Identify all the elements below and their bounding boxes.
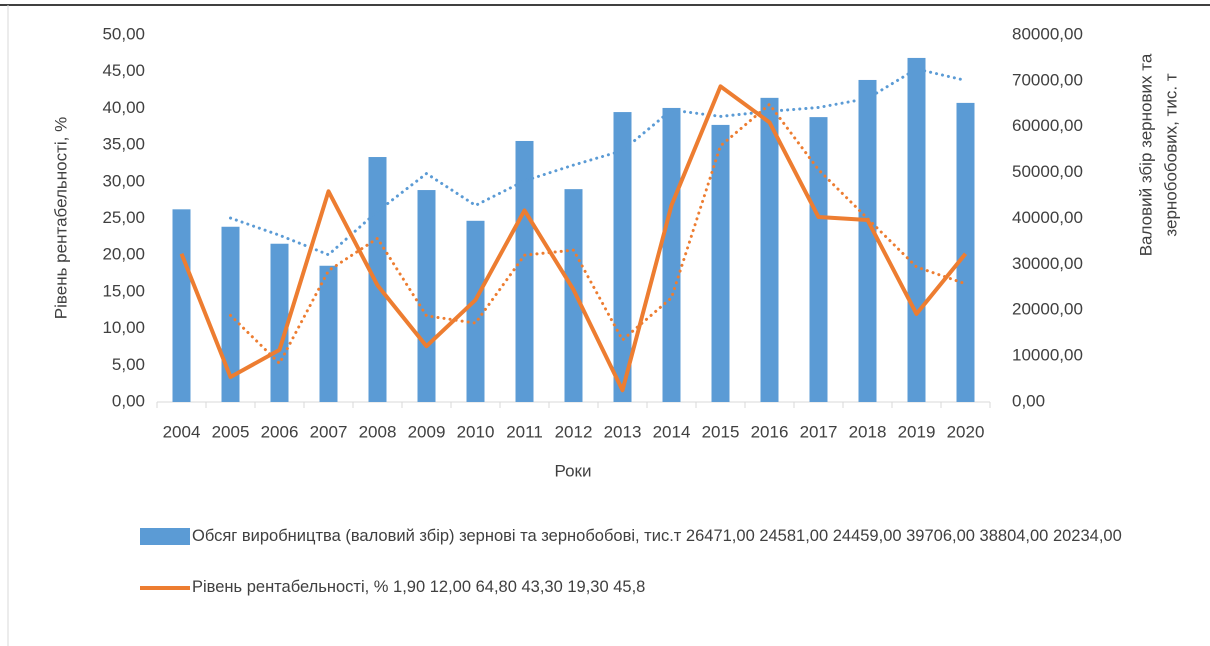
y2-tick-label: 40000,00	[1012, 208, 1083, 227]
y2-tick-label: 0,00	[1012, 391, 1045, 410]
bar	[417, 190, 436, 402]
bar	[858, 79, 877, 403]
x-tick-label: 2017	[800, 422, 838, 441]
y-tick-label: 35,00	[102, 135, 145, 154]
bar	[760, 97, 779, 402]
x-tick-label: 2013	[604, 422, 642, 441]
y-tick-label: 10,00	[102, 318, 145, 337]
x-tick-label: 2020	[947, 422, 985, 441]
x-tick-label: 2006	[261, 422, 299, 441]
trend-line	[229, 67, 967, 257]
x-tick-label: 2016	[751, 422, 789, 441]
bar	[368, 157, 387, 402]
y-tick-label: 25,00	[102, 208, 145, 227]
bar	[515, 140, 534, 402]
x-tick-label: 2004	[163, 422, 201, 441]
y-tick-label: 5,00	[112, 355, 145, 374]
x-tick-label: 2015	[702, 422, 740, 441]
x-tick-label: 2010	[457, 422, 495, 441]
x-tick-label: 2007	[310, 422, 348, 441]
bar	[613, 112, 632, 402]
bar	[564, 189, 583, 402]
x-axis-title: Роки	[555, 461, 592, 480]
bar	[270, 243, 289, 402]
y-tick-label: 20,00	[102, 245, 145, 264]
y2-tick-label: 30000,00	[1012, 254, 1083, 273]
y2-tick-label: 60000,00	[1012, 116, 1083, 135]
y2-tick-label: 80000,00	[1012, 24, 1083, 43]
bar	[956, 102, 975, 403]
bar	[809, 117, 828, 403]
x-tick-label: 2011	[506, 422, 543, 441]
y2-tick-label: 70000,00	[1012, 70, 1083, 89]
y-tick-label: 15,00	[102, 281, 145, 300]
line	[179, 84, 968, 393]
trend-line	[229, 102, 967, 366]
bar	[907, 57, 926, 402]
x-tick-label: 2012	[555, 422, 593, 441]
bar	[711, 124, 730, 402]
y-tick-label: 30,00	[102, 171, 145, 190]
x-tick-label: 2014	[653, 422, 691, 441]
legend-label: Обсяг виробництва (валовий збір) зернові…	[192, 527, 1122, 545]
legend-label: Рівень рентабельності, % 1,90 12,00 64,8…	[192, 578, 646, 596]
x-tick-label: 2018	[849, 422, 887, 441]
y-tick-label: 50,00	[102, 24, 145, 43]
y-tick-label: 45,00	[102, 61, 145, 80]
x-tick-label: 2005	[212, 422, 250, 441]
bar	[466, 220, 485, 402]
y2-axis-title: зернобобових, тис. т	[1161, 73, 1180, 236]
y2-tick-label: 20000,00	[1012, 300, 1083, 319]
x-tick-label: 2008	[359, 422, 397, 441]
y-tick-label: 40,00	[102, 98, 145, 117]
x-tick-label: 2019	[898, 422, 936, 441]
bar	[319, 265, 338, 402]
y2-tick-label: 50000,00	[1012, 162, 1083, 181]
y2-axis-title: Валовий збір зернових та	[1136, 53, 1155, 256]
y-axis-title: Рівень рентабельності, %	[51, 117, 70, 319]
y-tick-label: 0,00	[112, 391, 145, 410]
bar	[172, 209, 191, 402]
bar	[662, 107, 681, 402]
legend-swatch	[140, 528, 190, 545]
y2-tick-label: 10000,00	[1012, 346, 1083, 365]
x-tick-label: 2009	[408, 422, 446, 441]
